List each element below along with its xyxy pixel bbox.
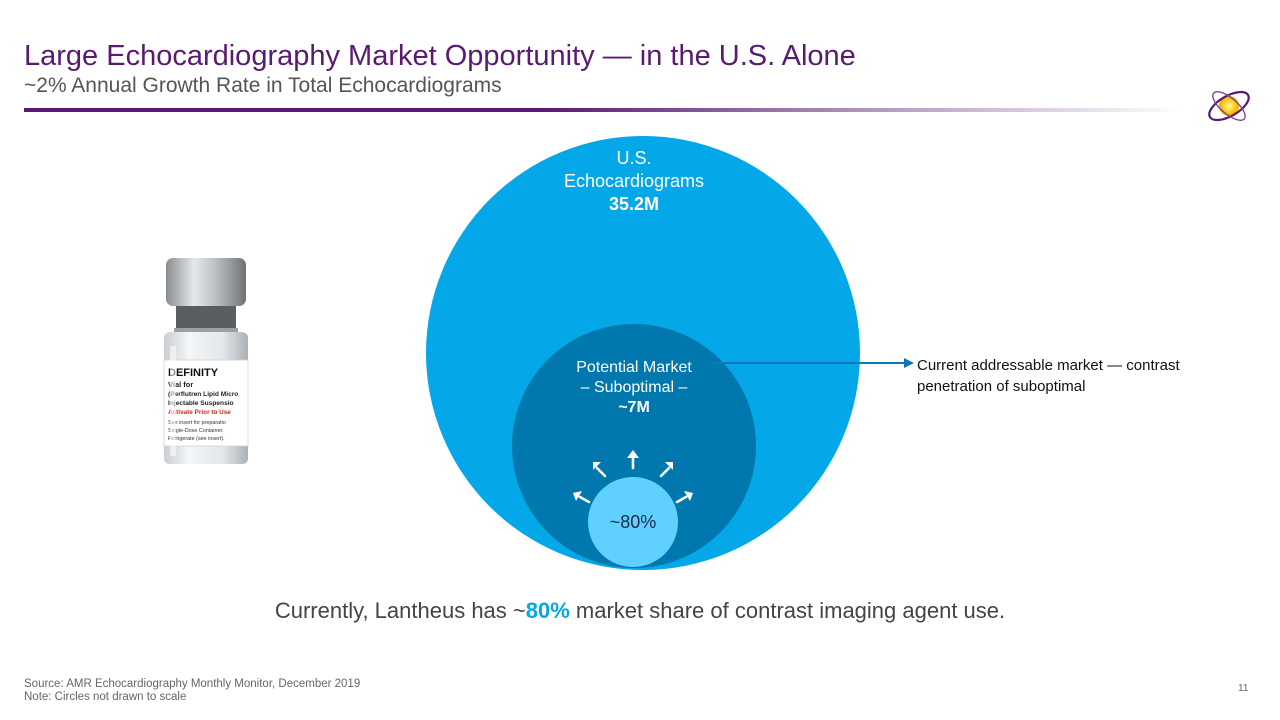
- inner-value: ~80%: [609, 511, 657, 532]
- vial-label-brand: DEFINITY: [168, 367, 219, 379]
- definity-vial-image: DEFINITY Vial for (Perflutren Lipid Micr…: [163, 258, 249, 464]
- vial-label-line: Refrigerate (see insert).: [168, 436, 225, 442]
- footnote: Source: AMR Echocardiography Monthly Mon…: [24, 678, 360, 704]
- title-divider: [24, 108, 1184, 112]
- market-share-statement: Currently, Lantheus has ~80% market shar…: [0, 598, 1280, 624]
- statement-prefix: Currently, Lantheus has ~: [274, 598, 526, 623]
- outer-label-line2: Echocardiograms: [563, 171, 705, 191]
- statement-highlight: 80%: [525, 598, 570, 623]
- statement-suffix: market share of contrast imaging agent u…: [569, 598, 1006, 623]
- company-logo-icon: [1208, 90, 1250, 122]
- source-note: Source: AMR Echocardiography Monthly Mon…: [24, 678, 361, 690]
- vial-label-line: Activate Prior to Use: [168, 409, 231, 416]
- middle-label-line1: Potential Market: [576, 359, 692, 376]
- middle-label-line2: – Suboptimal –: [580, 379, 688, 396]
- slide-title: Large Echocardiography Market Opportunit…: [24, 40, 856, 72]
- addressable-market-callout: Current addressable market — contrast pe…: [917, 357, 1180, 395]
- us-echocardiograms-label: U.S. Echocardiograms 35.2M: [534, 147, 734, 216]
- page-number: 11: [1238, 683, 1249, 694]
- vial-label: DEFINITY Vial for (Perflutren Lipid Micr…: [168, 367, 238, 442]
- callout-arrow-icon: [712, 358, 914, 368]
- outer-value: 35.2M: [608, 194, 660, 214]
- vial-label-line: (Perflutren Lipid Micro: [168, 391, 238, 398]
- potential-market-label: Potential Market – Suboptimal – ~7M: [534, 358, 734, 418]
- market-share-circle: ~80%: [588, 477, 678, 567]
- scale-note: Note: Circles not drawn to scale: [24, 691, 187, 703]
- vial-label-line: Vial for: [168, 380, 193, 389]
- middle-value: ~7M: [618, 399, 650, 416]
- vial-label-line: Single-Dose Container.: [168, 428, 223, 434]
- expansion-arrows-icon: [573, 450, 693, 504]
- vial-label-line: Injectable Suspensio: [168, 400, 234, 407]
- outer-label-line1: U.S.: [616, 148, 652, 168]
- slide-subtitle: ~2% Annual Growth Rate in Total Echocard…: [24, 74, 502, 97]
- vial-label-line: See insert for preparatio: [168, 420, 226, 426]
